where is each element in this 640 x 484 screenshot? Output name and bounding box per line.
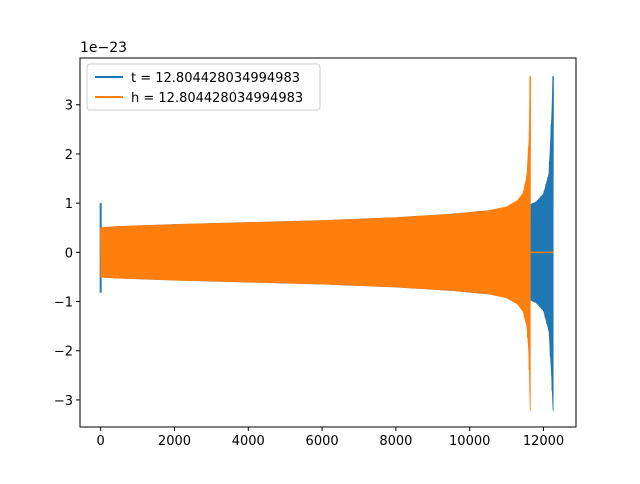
y-tick-label: −3 (54, 394, 73, 409)
y-tick-label: 3 (65, 99, 73, 114)
x-tick-label: 0 (97, 434, 105, 449)
y-tick-label: 1 (65, 197, 73, 212)
y-offset-label: 1e−23 (80, 40, 127, 56)
x-tick-label: 6000 (306, 434, 339, 449)
y-tick-label: −2 (54, 345, 73, 360)
x-tick-label: 2000 (158, 434, 191, 449)
x-tick-label: 10000 (449, 434, 490, 449)
plot-series-group (99, 76, 554, 411)
series-2 (99, 76, 554, 411)
x-tick-label: 8000 (379, 434, 412, 449)
x-tick-label: 4000 (232, 434, 265, 449)
legend-label-1: t = 12.804428034994983 (131, 71, 300, 86)
y-tick-label: 0 (65, 246, 73, 261)
legend-box (86, 63, 321, 111)
plot-content (99, 76, 554, 411)
x-tick-label: 12000 (523, 434, 564, 449)
y-tick-label: 2 (65, 148, 73, 163)
axes-layer: 0 2000 4000 6000 8000 10000 12000 3 2 1 0 −1 −2 −3 (54, 57, 577, 449)
legend-label-2: h = 12.804428034994983 (131, 91, 303, 106)
legend: t = 12.804428034994983 h = 12.80442803499… (86, 63, 321, 111)
y-tick-label: −1 (54, 296, 73, 311)
axes-frame (79, 57, 577, 428)
series-band-2 (100, 76, 531, 411)
